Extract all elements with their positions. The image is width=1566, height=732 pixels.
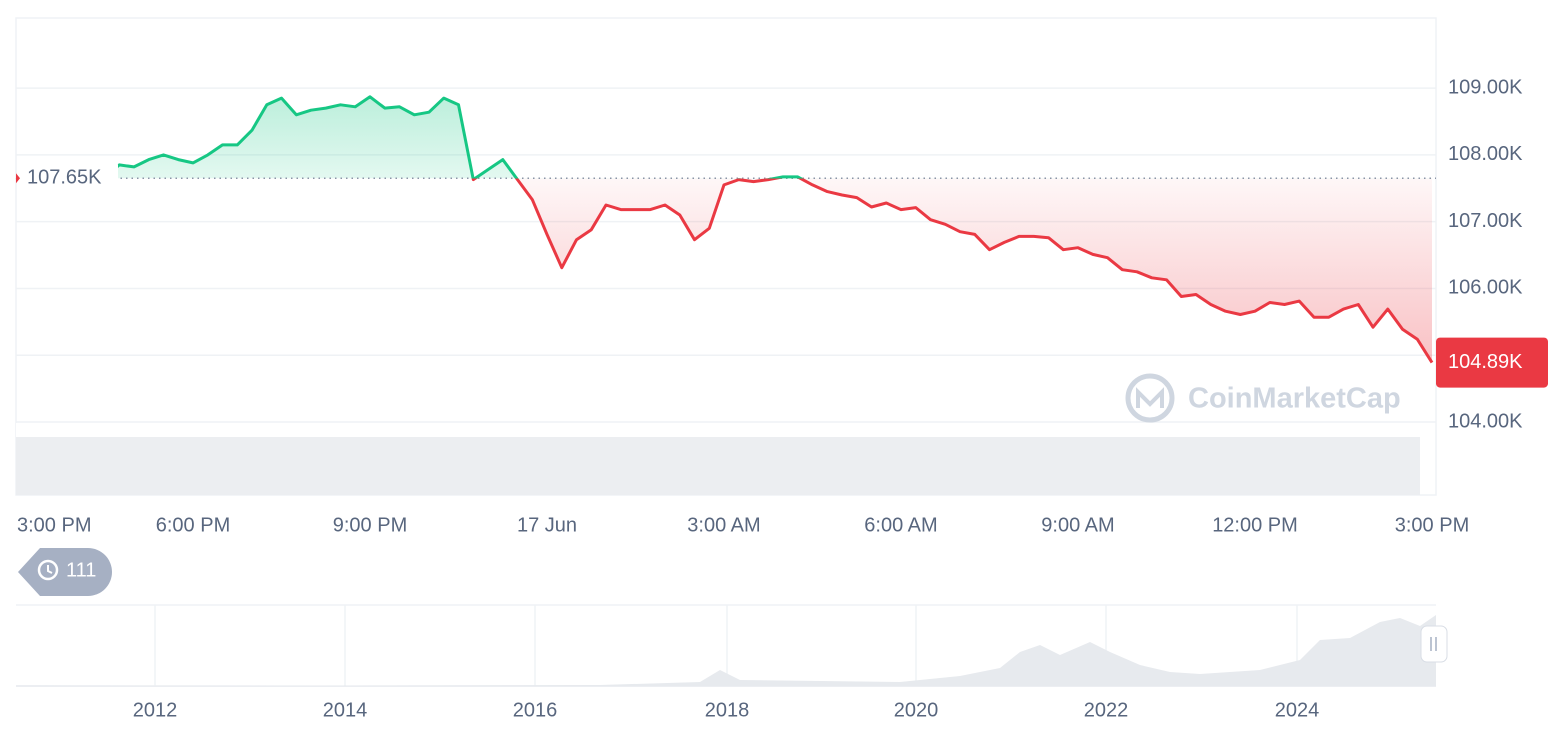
x-tick-label: 6:00 AM	[864, 514, 937, 536]
navigator-label: 2012	[133, 699, 178, 721]
navigator-area	[16, 615, 1436, 686]
volume-gap	[16, 423, 1420, 437]
x-tick-label: 3:00 PM	[1395, 514, 1469, 536]
watermark-text: CoinMarketCap	[1188, 383, 1401, 415]
x-tick-label: 9:00 PM	[333, 514, 407, 536]
y-tick-label: 108.00K	[1448, 143, 1523, 165]
y-tick-label: 104.00K	[1448, 410, 1523, 432]
x-tick-label: 9:00 AM	[1041, 514, 1114, 536]
axes: 104.00K105.00K106.00K107.00K108.00K109.0…	[17, 76, 1548, 536]
reference-label: 107.65K	[27, 167, 102, 189]
volume-band	[16, 437, 1420, 495]
history-count: 111	[66, 559, 96, 581]
navigator-label: 2020	[894, 699, 939, 721]
navigator-label: 2016	[513, 699, 558, 721]
y-tick-label: 106.00K	[1448, 277, 1523, 299]
last-price-label: 104.89K	[1448, 351, 1523, 373]
y-tick-label: 109.00K	[1448, 76, 1523, 98]
navigator-handle[interactable]	[1420, 625, 1448, 663]
navigator-label: 2024	[1275, 699, 1320, 721]
navigator: 2012 2014 2016 2018 2020 2022 2024	[16, 604, 1448, 721]
history-badge[interactable]: 111	[18, 548, 112, 596]
watermark: CoinMarketCap	[1125, 373, 1401, 423]
price-line	[15, 95, 1434, 364]
x-tick-label: 6:00 PM	[156, 514, 230, 536]
x-tick-label: 12:00 PM	[1212, 514, 1298, 536]
reference-marker	[16, 173, 20, 184]
area-fill	[16, 96, 1432, 363]
navigator-label: 2014	[323, 699, 368, 721]
x-tick-label: 17 Jun	[517, 514, 577, 536]
last-price-tag	[1436, 337, 1548, 388]
plot: 107.65K	[15, 95, 1436, 364]
x-tick-label: 3:00 PM	[17, 514, 91, 536]
reference-label-bg	[18, 164, 118, 193]
navigator-label: 2022	[1084, 699, 1129, 721]
x-tick-label: 3:00 AM	[687, 514, 760, 536]
y-tick-label: 107.00K	[1448, 210, 1523, 232]
navigator-label: 2018	[705, 699, 750, 721]
